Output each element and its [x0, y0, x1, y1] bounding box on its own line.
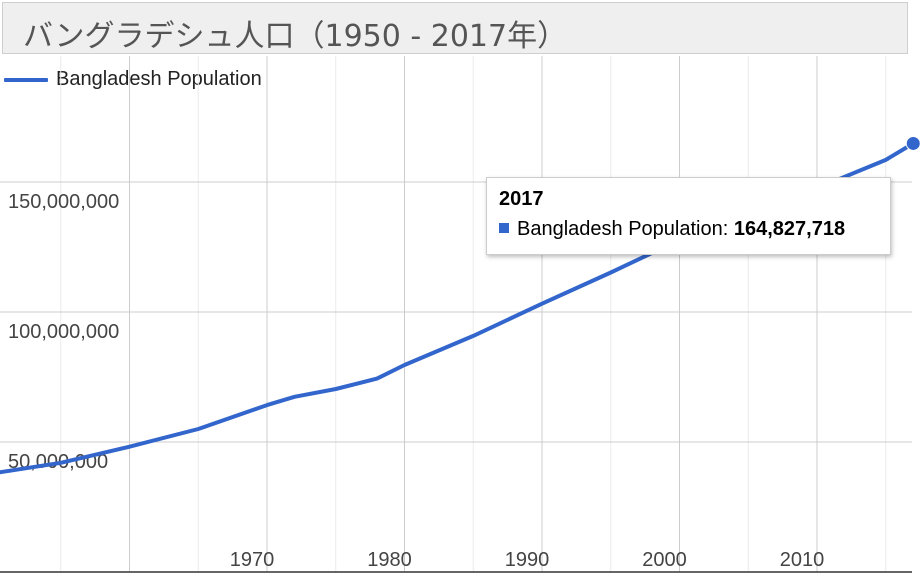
chart-title-bar: バングラデシュ人口（1950 - 2017年）	[2, 2, 908, 54]
tooltip-swatch	[499, 223, 509, 233]
vertical-gridlines	[60, 56, 887, 572]
tooltip-year: 2017	[499, 188, 544, 210]
x-tick-label: 2010	[780, 549, 825, 571]
y-tick-label: 150,000,000	[8, 191, 119, 213]
x-tick-label: 2000	[642, 549, 687, 571]
legend-line-swatch	[4, 78, 48, 82]
chart-title: バングラデシュ人口（1950 - 2017年）	[23, 19, 568, 54]
y-tick-label: 100,000,000	[8, 321, 119, 343]
tooltip-row: Bangladesh Population: 164,827,718	[499, 218, 845, 241]
legend-label: Bangladesh Population	[56, 68, 262, 90]
x-tick-label: 1990	[505, 549, 550, 571]
tooltip-value: 164,827,718	[733, 218, 846, 240]
x-tick-label: 1970	[230, 549, 275, 571]
data-point[interactable]	[905, 135, 921, 151]
tooltip-label: Bangladesh Population:	[517, 218, 729, 240]
x-tick-label: 1980	[367, 549, 412, 571]
tooltip: 2017 Bangladesh Population: 164,827,718	[486, 177, 891, 255]
x-axis-labels: 1970 1980 1990 2000 2010	[230, 549, 825, 571]
